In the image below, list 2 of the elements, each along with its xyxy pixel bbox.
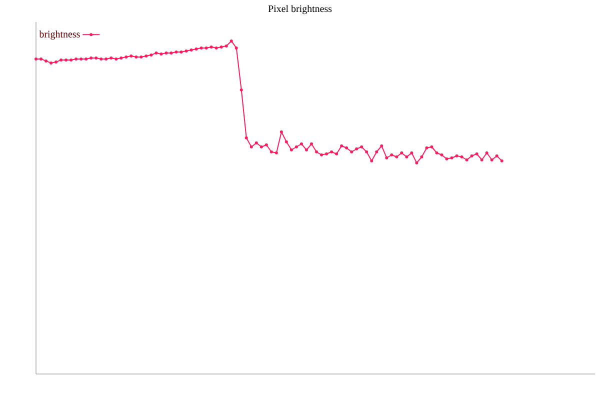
chart-title: Pixel brightness	[268, 5, 332, 14]
legend-label: brightness	[39, 30, 80, 40]
